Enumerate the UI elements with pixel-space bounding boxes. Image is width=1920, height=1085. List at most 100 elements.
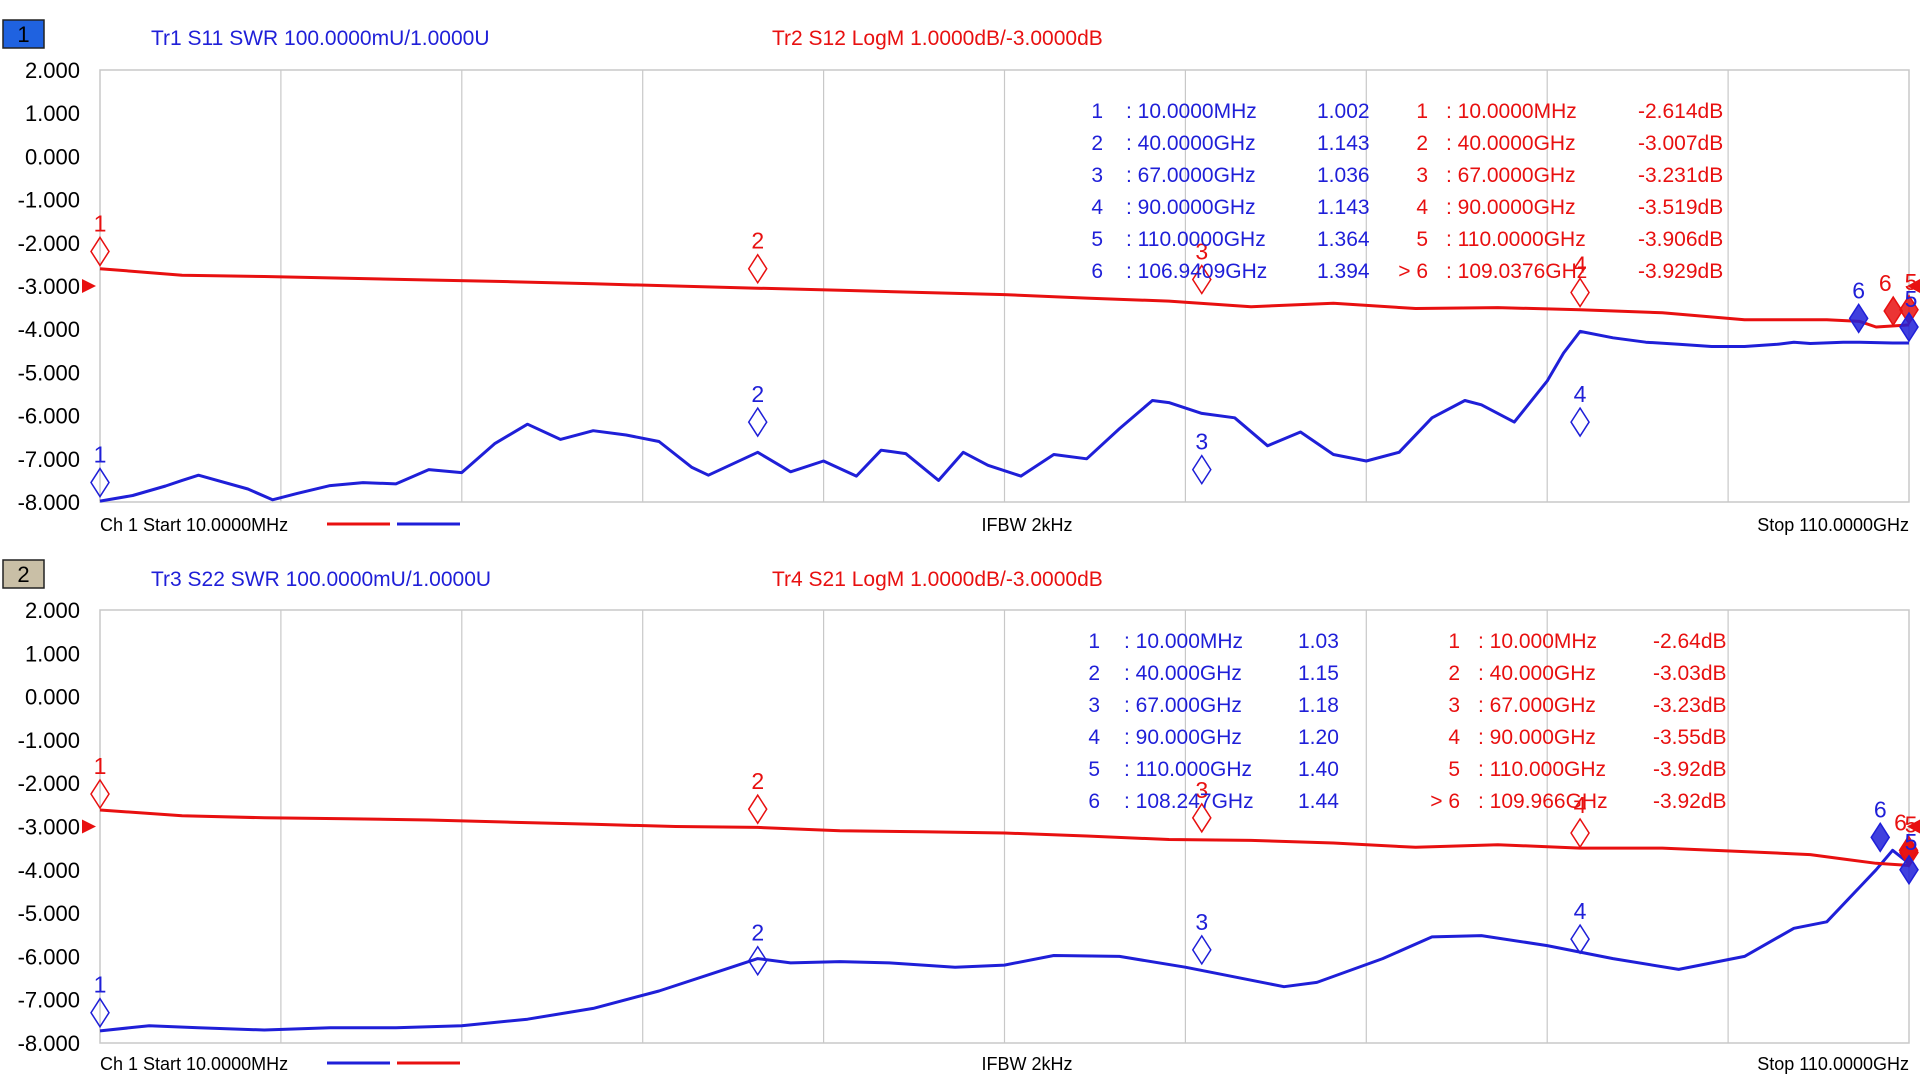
marker-label: 6 xyxy=(1879,270,1892,296)
marker-table-index: 2 xyxy=(1091,132,1103,155)
marker-label: 6 xyxy=(1894,809,1907,835)
marker-table-freq: : 67.0000GHz xyxy=(1126,164,1256,187)
marker-table-value: -2.64dB xyxy=(1653,630,1727,653)
y-tick-label: -3.000 xyxy=(18,274,80,299)
reference-level-arrow-right[interactable] xyxy=(1907,279,1920,293)
marker-table-index: 4 xyxy=(1448,726,1460,749)
y-tick-label: 1.000 xyxy=(25,641,80,666)
trace-red[interactable] xyxy=(99,267,1910,329)
marker-table-freq: : 40.000GHz xyxy=(1478,662,1596,685)
marker-table-value: 1.44 xyxy=(1298,790,1339,813)
y-tick-label: -2.000 xyxy=(18,771,80,796)
marker-table-freq: : 40.0000GHz xyxy=(1446,132,1576,155)
marker-table-freq: : 10.0000MHz xyxy=(1126,100,1257,123)
trace-blue[interactable] xyxy=(99,848,1910,1033)
y-tick-label: -8.000 xyxy=(18,490,80,515)
marker-table-value: -3.929dB xyxy=(1638,260,1723,283)
marker-table-index: 3 xyxy=(1448,694,1460,717)
marker-table-value: -3.906dB xyxy=(1638,228,1723,251)
marker-table-value: 1.20 xyxy=(1298,726,1339,749)
marker-red-2[interactable] xyxy=(747,253,768,285)
marker-table-value: -3.03dB xyxy=(1653,662,1727,685)
reference-level-arrow[interactable] xyxy=(82,279,96,293)
marker-blue-1[interactable] xyxy=(90,997,110,1029)
marker-red-2[interactable] xyxy=(747,793,768,825)
trace-header-red[interactable]: Tr4 S21 LogM 1.0000dB/-3.0000dB xyxy=(772,568,1103,591)
marker-blue-4[interactable] xyxy=(1570,923,1590,955)
marker-table-freq: : 40.0000GHz xyxy=(1126,132,1256,155)
footer-ifbw: IFBW 2kHz xyxy=(981,515,1072,535)
marker-label: 3 xyxy=(1195,429,1208,455)
window-badge[interactable] xyxy=(2,19,45,49)
marker-table-index: 3 xyxy=(1416,164,1428,187)
marker-blue-5[interactable] xyxy=(1899,854,1919,886)
y-tick-label: -6.000 xyxy=(18,404,80,429)
marker-table-freq: : 67.0000GHz xyxy=(1446,164,1576,187)
marker-blue-5[interactable] xyxy=(1899,311,1919,343)
marker-label: 3 xyxy=(1195,909,1208,935)
marker-label: 2 xyxy=(751,768,764,794)
marker-label: 1 xyxy=(94,442,107,468)
marker-blue-6[interactable] xyxy=(1870,821,1891,853)
marker-blue-3[interactable] xyxy=(1191,454,1212,485)
marker-red-3[interactable] xyxy=(1191,264,1212,295)
marker-table-freq: : 109.966GHz xyxy=(1478,790,1608,813)
marker-table-freq: : 10.000MHz xyxy=(1478,630,1597,653)
y-tick-label: -4.000 xyxy=(18,858,80,883)
window-number: 2 xyxy=(17,562,29,587)
marker-red-1[interactable] xyxy=(90,236,110,267)
y-tick-label: -7.000 xyxy=(18,447,80,472)
y-tick-label: 2.000 xyxy=(25,598,80,623)
marker-table-index: 3 xyxy=(1088,694,1100,717)
marker-table-value: 1.40 xyxy=(1298,758,1339,781)
marker-red-3[interactable] xyxy=(1191,802,1212,834)
marker-red-6[interactable] xyxy=(1883,295,1904,327)
marker-table-freq: : 40.000GHz xyxy=(1124,662,1242,685)
marker-red-1[interactable] xyxy=(90,778,110,810)
trace-header-blue[interactable]: Tr3 S22 SWR 100.0000mU/1.0000U xyxy=(151,568,491,591)
marker-table-value: 1.18 xyxy=(1298,694,1339,717)
trace-red[interactable] xyxy=(99,808,1910,867)
marker-table-value: -3.55dB xyxy=(1653,726,1727,749)
marker-label: 1 xyxy=(94,753,107,779)
marker-blue-3[interactable] xyxy=(1191,934,1212,966)
marker-table-index: > 6 xyxy=(1398,260,1428,283)
marker-table-index: 1 xyxy=(1416,100,1428,123)
reference-level-arrow[interactable] xyxy=(82,819,96,834)
trace-blue[interactable] xyxy=(99,329,1909,503)
marker-blue-4[interactable] xyxy=(1570,406,1590,438)
marker-table-value: 1.036 xyxy=(1317,164,1370,187)
marker-label: 3 xyxy=(1195,777,1208,803)
marker-table-index: 4 xyxy=(1088,726,1100,749)
marker-table-freq: : 90.0000GHz xyxy=(1126,196,1256,219)
marker-table-freq: : 10.0000MHz xyxy=(1446,100,1577,123)
marker-table-value: -3.92dB xyxy=(1653,790,1727,813)
marker-table-value: 1.364 xyxy=(1317,228,1370,251)
marker-label: 2 xyxy=(751,920,764,946)
trace-header-blue[interactable]: Tr1 S11 SWR 100.0000mU/1.0000U xyxy=(151,27,490,50)
marker-label: 6 xyxy=(1852,277,1865,303)
marker-blue-1[interactable] xyxy=(90,467,110,498)
marker-table-index: 5 xyxy=(1416,228,1428,251)
marker-table-index: 4 xyxy=(1416,196,1428,219)
marker-table-index: 1 xyxy=(1091,100,1103,123)
chart-window-1: 1 Tr1 S11 SWR 100.0000mU/1.0000U Tr2 S12… xyxy=(2,19,1920,535)
marker-table-index: 4 xyxy=(1091,196,1103,219)
marker-table-value: 1.143 xyxy=(1317,132,1370,155)
reference-level-arrow-right[interactable] xyxy=(1907,819,1920,834)
marker-blue-2[interactable] xyxy=(747,945,768,977)
window-badge[interactable] xyxy=(2,559,45,589)
marker-table-freq: : 10.000MHz xyxy=(1124,630,1243,653)
footer-ifbw: IFBW 2kHz xyxy=(981,1054,1072,1074)
marker-label: 1 xyxy=(94,210,107,236)
marker-red-4[interactable] xyxy=(1570,817,1590,849)
marker-red-4[interactable] xyxy=(1570,277,1590,308)
footer-stop: Stop 110.0000GHz xyxy=(1757,1054,1909,1074)
marker-blue-6[interactable] xyxy=(1848,303,1869,334)
marker-label: 5 xyxy=(1905,269,1918,295)
marker-table-freq: : 67.000GHz xyxy=(1124,694,1242,717)
trace-header-red[interactable]: Tr2 S12 LogM 1.0000dB/-3.0000dB xyxy=(772,27,1103,50)
marker-blue-2[interactable] xyxy=(747,406,768,438)
marker-table-freq: : 67.000GHz xyxy=(1478,694,1596,717)
y-tick-label: -1.000 xyxy=(18,188,80,213)
